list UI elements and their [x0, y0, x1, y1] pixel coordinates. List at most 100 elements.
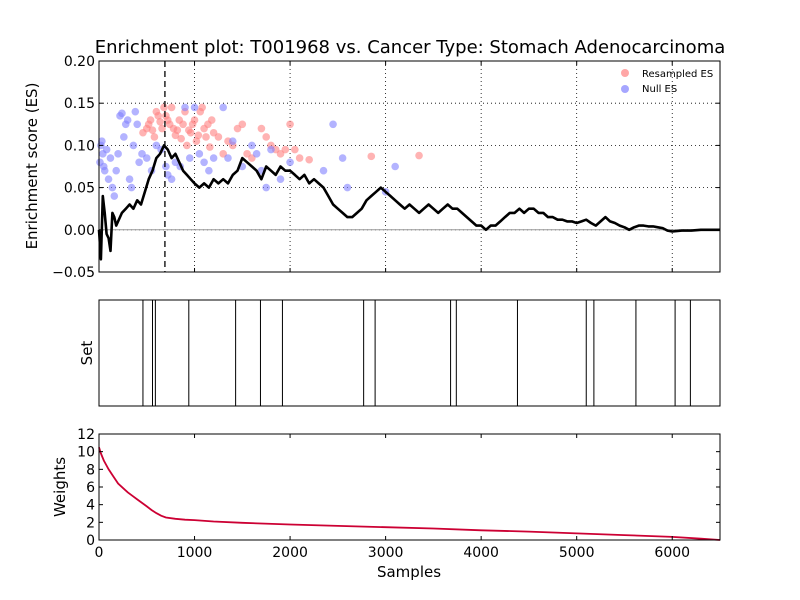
w-ytick-label-0: 0 [86, 533, 95, 549]
null-es-point-14 [118, 109, 126, 118]
legend-marker-resampled [621, 69, 629, 77]
es-ytick-label-5: 0.20 [64, 54, 95, 70]
w-xtick-label-1: 1000 [177, 545, 213, 561]
resampled-es-point-37 [214, 133, 223, 141]
null-es-point-8 [106, 154, 115, 162]
null-es-point-6 [102, 145, 111, 154]
w-ytick-label-6: 12 [77, 427, 95, 443]
resampled-es-point-14 [167, 103, 176, 112]
null-es-point-45 [248, 141, 256, 150]
null-es-point-53 [329, 120, 337, 129]
null-es-point-57 [391, 162, 399, 171]
es-axes-frame [98, 60, 721, 273]
resampled-es-point-55 [367, 152, 376, 161]
null-es-point-51 [286, 158, 294, 167]
running-es-line [97, 144, 720, 261]
null-es-point-5 [100, 166, 109, 175]
resampled-es-point-46 [262, 133, 270, 141]
legend-marker-null [621, 85, 629, 93]
resampled-es-point-53 [295, 154, 304, 162]
w-ytick-label-1: 2 [86, 515, 95, 531]
null-es-point-34 [181, 103, 189, 112]
null-es-point-18 [125, 175, 134, 183]
resampled-es-point-9 [158, 124, 166, 133]
resampled-es-point-3 [146, 116, 155, 124]
null-es-point-38 [200, 158, 208, 167]
resampled-es-point-54 [305, 155, 313, 164]
resampled-es-point-34 [206, 143, 214, 151]
enrichment-panel: −0.05 0.00 0.05 0.10 0.15 0.20 [52, 54, 721, 281]
resampled-es-point-20 [179, 120, 187, 129]
set-ylabel: Set [78, 341, 96, 366]
null-es-point-42 [224, 154, 232, 162]
resampled-es-point-27 [192, 137, 201, 145]
null-es-point-35 [185, 154, 194, 162]
es-ytick-label-0: −0.05 [52, 265, 95, 281]
null-es-point-39 [205, 166, 213, 175]
resampled-es-point-30 [198, 103, 206, 112]
es-ytick-label-3: 0.10 [64, 138, 95, 154]
legend-label-resampled: Resampled ES [642, 69, 713, 80]
null-es-point-23 [135, 158, 143, 167]
null-es-point-7 [104, 175, 113, 183]
legend-label-null: Null ES [642, 84, 677, 95]
null-es-point-31 [167, 175, 176, 183]
es-ytick-label-4: 0.15 [64, 96, 95, 112]
null-es-point-48 [262, 183, 270, 192]
resampled-es-point-35 [207, 116, 216, 124]
w-xtick-label-3: 3000 [368, 545, 404, 561]
null-es-point-22 [133, 120, 142, 129]
null-es-point-11 [112, 166, 120, 175]
null-es-point-55 [343, 183, 352, 192]
set-panel [98, 299, 721, 407]
resampled-es-point-50 [281, 145, 290, 154]
null-es-point-43 [228, 137, 237, 145]
null-es-point-21 [131, 107, 140, 116]
null-es-point-49 [267, 145, 275, 154]
w-xtick-label-5: 5000 [559, 545, 595, 561]
weights-line [98, 447, 721, 541]
resampled-es-point-4 [148, 126, 157, 135]
chart-title: Enrichment plot: T001968 vs. Cancer Type… [95, 37, 726, 58]
w-xtick-label-6: 6000 [654, 545, 690, 561]
es-ytick-label-2: 0.05 [64, 181, 95, 197]
null-es-point-10 [110, 192, 119, 200]
w-ytick-label-3: 6 [86, 480, 95, 496]
samples-xlabel: Samples [377, 563, 441, 581]
null-es-point-36 [190, 103, 199, 112]
null-es-point-40 [209, 154, 218, 162]
es-ylabel: Enrichment score (ES) [23, 83, 41, 250]
null-es-point-15 [120, 133, 128, 141]
resampled-es-point-52 [291, 145, 299, 154]
null-es-point-25 [142, 154, 151, 162]
resampled-es-point-42 [238, 120, 247, 129]
weights-ylabel: Weights [51, 457, 69, 517]
w-ytick-label-2: 4 [86, 498, 95, 514]
null-es-point-20 [129, 141, 138, 150]
null-es-point-12 [114, 150, 122, 158]
resampled-es-point-22 [183, 141, 191, 150]
null-es-point-2 [98, 137, 106, 145]
null-es-point-52 [319, 166, 328, 175]
null-es-point-46 [252, 150, 261, 158]
resampled-es-point-24 [186, 128, 195, 137]
null-es-point-9 [108, 183, 117, 192]
resampled-es-point-7 [154, 112, 163, 120]
resampled-es-point-45 [257, 124, 266, 133]
null-es-point-17 [123, 116, 132, 124]
null-es-point-37 [195, 150, 204, 158]
null-es-point-29 [162, 162, 170, 171]
resampled-es-point-56 [415, 151, 423, 160]
w-xtick-label-4: 4000 [463, 545, 499, 561]
weights-axes-frame [98, 433, 721, 541]
w-xtick-label-2: 2000 [272, 545, 308, 561]
legend: Resampled ES Null ES [621, 69, 713, 95]
set-axes-frame [98, 299, 721, 407]
resampled-es-point-8 [156, 117, 164, 126]
w-ytick-label-4: 8 [86, 462, 95, 478]
resampled-es-point-5 [150, 133, 159, 141]
resampled-es-point-19 [177, 134, 185, 143]
es-ytick-label-1: 0.00 [64, 223, 95, 239]
